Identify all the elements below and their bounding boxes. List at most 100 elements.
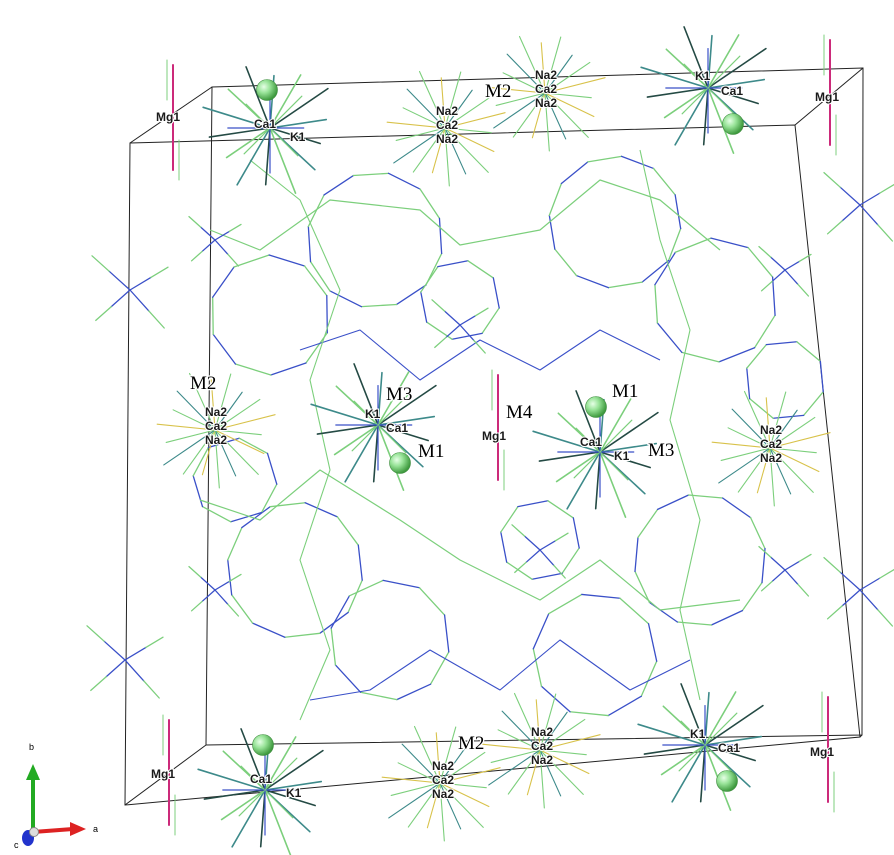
na-ca-coordination <box>418 70 446 129</box>
framework-bond <box>201 505 232 523</box>
framework-bond <box>749 516 766 550</box>
framework-bond <box>656 494 690 511</box>
k-ca-coordination <box>264 789 294 819</box>
k-ca-coordination <box>663 87 709 119</box>
framework-bond <box>761 547 766 584</box>
framework-bond <box>395 284 427 306</box>
na-ca-coordination <box>539 734 601 751</box>
tetrahedral-bond <box>143 680 160 699</box>
na-ca-coordination <box>214 429 262 436</box>
tetrahedral-bond <box>150 266 169 279</box>
k-ca-coordination <box>680 683 706 746</box>
k-ca-coordination <box>377 424 407 454</box>
na-ca-coordination <box>512 92 546 138</box>
framework-bond <box>241 506 271 529</box>
na-ca-coordination <box>214 391 243 431</box>
tetrahedral-bond <box>214 580 230 591</box>
tetrahedral-bond <box>200 576 216 591</box>
k-ca-coordination <box>220 789 266 821</box>
framework-bond <box>771 276 776 316</box>
framework-bond <box>268 254 306 267</box>
tetrahedral-bond <box>841 204 861 222</box>
framework-bond <box>641 259 670 283</box>
k-ca-coordination <box>269 127 297 194</box>
tetrahedral-bond <box>877 609 894 627</box>
m2-marker: M2 <box>190 373 216 394</box>
k1-label: K1 <box>286 786 302 800</box>
k-ca-coordination <box>707 87 735 154</box>
na2-label: Na2 <box>535 96 557 110</box>
na-ca-coordination <box>481 743 541 751</box>
k-ca-coordination <box>671 744 706 803</box>
tetrahedral-bond <box>553 564 566 579</box>
tetrahedral-bond <box>201 239 216 253</box>
tetrahedral-bond <box>823 171 841 188</box>
tetrahedral-bond <box>859 192 881 206</box>
tetrahedral-bond <box>514 561 527 574</box>
ca1-label: Ca1 <box>386 421 408 435</box>
k-ca-coordination <box>269 127 299 157</box>
k-ca-coordination <box>259 789 266 848</box>
na-ca-coordination <box>506 53 546 94</box>
k-ca-coordination <box>599 451 651 469</box>
na-ca-coordination <box>165 429 216 443</box>
k-ca-coordination <box>208 127 271 138</box>
framework-bond <box>674 194 682 230</box>
framework-bond <box>382 579 421 589</box>
framework-bond <box>347 579 363 614</box>
mg1-rods <box>162 34 837 836</box>
k-ca-coordination <box>704 691 737 746</box>
na-ca-coordination <box>393 127 446 164</box>
k-ca-coordination <box>231 789 266 848</box>
framework-bond <box>634 570 651 604</box>
tetrahedral-bond <box>784 260 800 271</box>
tetrahedral-bond <box>214 589 229 605</box>
tetrahedral-bond <box>826 605 843 620</box>
na-ca-coordination <box>769 447 775 507</box>
axis-origin <box>29 827 39 837</box>
tetrahedral-bond <box>200 226 216 241</box>
framework-bond <box>418 587 446 616</box>
na-ca-coordination <box>397 762 441 784</box>
k-ca-coordination <box>599 411 659 453</box>
framework-bond <box>607 281 643 289</box>
k-ca-coordination <box>353 400 379 426</box>
framework-bond <box>266 452 278 485</box>
tetrahedral-bond <box>227 253 240 267</box>
framework-bond <box>438 217 443 255</box>
framework-bond <box>251 622 286 638</box>
tetrahedral-bond <box>839 571 861 591</box>
na-ca-coordination <box>444 127 467 175</box>
k-ca-coordination <box>264 749 324 791</box>
ca1-label: Ca1 <box>254 117 276 131</box>
framework-bond <box>654 284 659 324</box>
framework-ring <box>209 179 721 251</box>
framework-bonds <box>86 26 894 855</box>
framework-bond <box>234 363 272 376</box>
framework-bond <box>561 547 580 574</box>
framework-bond <box>260 483 278 514</box>
na-ca-coordination <box>381 776 441 784</box>
ca2-label: Ca2 <box>531 739 553 753</box>
k-ca-coordination <box>599 451 627 518</box>
tetrahedral-bond <box>95 306 112 322</box>
k-ca-coordination <box>575 427 601 453</box>
k1-label: K1 <box>290 130 306 144</box>
framework-bond <box>746 343 767 369</box>
tetrahedral-bond <box>443 310 461 326</box>
k1-label: K1 <box>695 69 711 83</box>
k-ca-coordination <box>377 392 411 426</box>
na-ca-coordination <box>493 92 546 129</box>
na2-label: Na2 <box>205 433 227 447</box>
k-ca-coordination <box>599 398 632 453</box>
na-ca-coordination <box>737 447 771 493</box>
m3-marker: M3 <box>386 384 412 405</box>
framework-bond <box>467 260 494 279</box>
framework-bond <box>396 683 432 701</box>
a-axis-arrowhead <box>70 822 86 836</box>
na-ca-coordination <box>435 732 441 784</box>
na-ca-coordination <box>386 121 446 129</box>
k-ca-coordination <box>269 118 328 129</box>
framework-bond <box>420 266 439 293</box>
tetrahedral-bond <box>839 186 861 206</box>
